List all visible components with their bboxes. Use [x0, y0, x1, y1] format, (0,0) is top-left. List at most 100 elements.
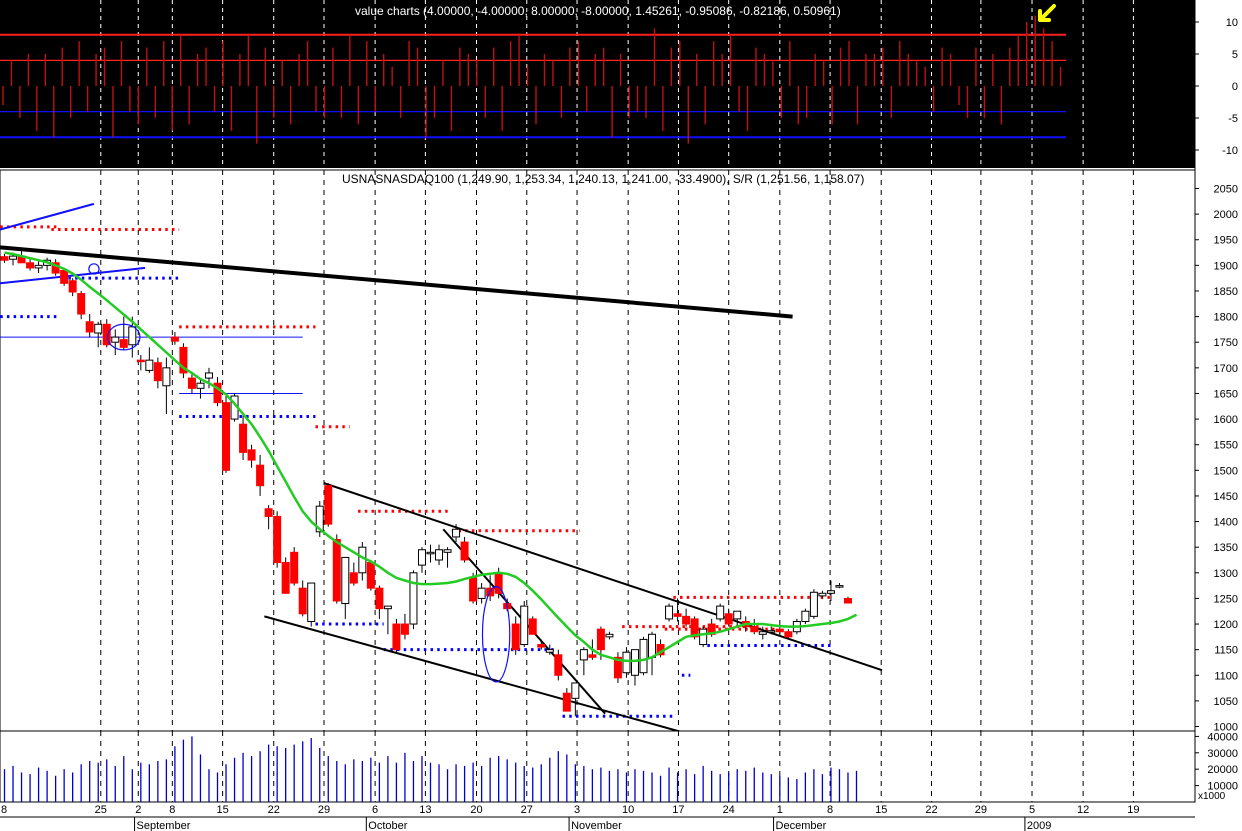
candle-body	[690, 618, 699, 638]
price-axis-tick-label: 1550	[1214, 440, 1238, 452]
candle-body	[605, 633, 614, 638]
candle-body	[733, 610, 742, 620]
day-tick-label: 29	[975, 804, 987, 816]
candle-body	[639, 638, 648, 674]
candle-body	[392, 623, 401, 651]
candle-body	[469, 577, 478, 602]
month-label: 2009	[1027, 820, 1051, 831]
day-tick-label: 22	[268, 804, 280, 816]
trend-line	[0, 245, 793, 319]
candle-body	[511, 623, 520, 651]
candle-body	[596, 628, 605, 651]
candle-body	[409, 572, 418, 625]
candle-body	[400, 623, 409, 635]
price-axis-tick-label: 1300	[1214, 568, 1238, 580]
value-axis-tick-label: 10	[1226, 17, 1238, 29]
trend-line	[323, 482, 883, 672]
candle-body	[818, 592, 827, 597]
candle-body	[520, 605, 529, 646]
candle-body	[256, 464, 265, 487]
candle-body	[145, 359, 154, 371]
candle-body	[809, 591, 818, 617]
price-axis-tick-label: 1650	[1214, 388, 1238, 400]
trend-line	[264, 615, 682, 731]
price-panel: 2050 2000 1950 1900 1850 1800 1750 1700 1650 1600…	[0, 0, 1238, 802]
candle-body	[324, 485, 333, 525]
candle-body	[375, 587, 384, 610]
price-axis-tick-label: 2000	[1214, 209, 1238, 221]
candle-body	[545, 649, 554, 653]
candle-body	[426, 551, 435, 555]
candle-body	[648, 633, 657, 658]
candle-body	[34, 264, 43, 269]
candle-body	[579, 649, 588, 661]
highlight-arrow-icon	[1038, 4, 1056, 22]
candle-body	[767, 630, 776, 633]
price-axis-tick-label: 1900	[1214, 260, 1238, 272]
day-tick-label: 8	[827, 804, 833, 816]
day-tick-label: 12	[1077, 804, 1089, 816]
candle-body	[460, 541, 469, 561]
candle-body	[699, 628, 708, 646]
day-tick-label: 13	[419, 804, 431, 816]
candle-body	[0, 256, 9, 261]
price-axis-tick-label: 1150	[1214, 645, 1238, 657]
price-axis-tick-label: 1950	[1214, 235, 1238, 247]
price-axis-tick-label: 1800	[1214, 312, 1238, 324]
candle-body	[239, 423, 248, 453]
candle-body	[77, 293, 86, 315]
day-tick-label: 1	[777, 804, 783, 816]
price-axis-tick-label: 1050	[1214, 696, 1238, 708]
candle-body	[213, 382, 222, 404]
candle-body	[366, 562, 375, 589]
candle-body	[775, 628, 784, 633]
day-tick-label: 20	[470, 804, 482, 816]
candle-body	[60, 269, 69, 284]
value-chart-background	[0, 0, 1195, 168]
price-axis-tick-label: 1850	[1214, 286, 1238, 298]
day-tick-label: 6	[372, 804, 378, 816]
candle-body	[622, 651, 631, 674]
candle-body	[68, 280, 77, 293]
candle-body	[315, 505, 324, 533]
day-tick-label: 8	[169, 804, 175, 816]
value-axis-tick-label: -10	[1222, 145, 1238, 157]
candle-body	[673, 613, 682, 617]
volume-axis-tick-label: 10000	[1207, 781, 1238, 793]
candle-body	[247, 449, 256, 461]
candle-body	[264, 508, 273, 517]
blue-channel-line	[0, 202, 95, 231]
candle-body	[170, 336, 179, 342]
price-axis-tick-label: 1450	[1214, 491, 1238, 503]
candle-body	[443, 549, 452, 553]
candle-body	[383, 605, 392, 610]
highlight-ellipse	[481, 586, 511, 683]
price-content	[0, 202, 883, 731]
candle-body	[196, 382, 205, 389]
volume-plot-frame	[0, 730, 1196, 803]
price-axis-tick-label: 1200	[1214, 619, 1238, 631]
day-tick-label: 22	[925, 804, 937, 816]
candle-body	[750, 626, 759, 633]
price-axis-tick-label: 1000	[1214, 722, 1238, 734]
candle-body	[835, 585, 844, 588]
candle-body	[613, 656, 622, 679]
candle-body	[554, 654, 563, 676]
month-label: September	[137, 820, 191, 831]
candle-body	[119, 339, 128, 348]
highlight-ellipse	[106, 323, 141, 351]
day-tick-label: 19	[1127, 804, 1139, 816]
candle-body	[153, 362, 162, 382]
day-tick-label: 15	[216, 804, 228, 816]
day-tick-label: 15	[875, 804, 887, 816]
candle-body	[571, 682, 580, 699]
price-axis-tick-label: 1700	[1214, 363, 1238, 375]
price-axis-tick-label: 1400	[1214, 517, 1238, 529]
day-tick-label: 3	[574, 804, 580, 816]
candle-body	[128, 326, 137, 346]
volume-axis-tick-label: 40000	[1207, 731, 1238, 743]
candle-body	[349, 572, 358, 584]
value-axis-tick-label: 0	[1232, 81, 1238, 93]
candle-body	[136, 359, 145, 363]
candle-body	[9, 255, 18, 260]
